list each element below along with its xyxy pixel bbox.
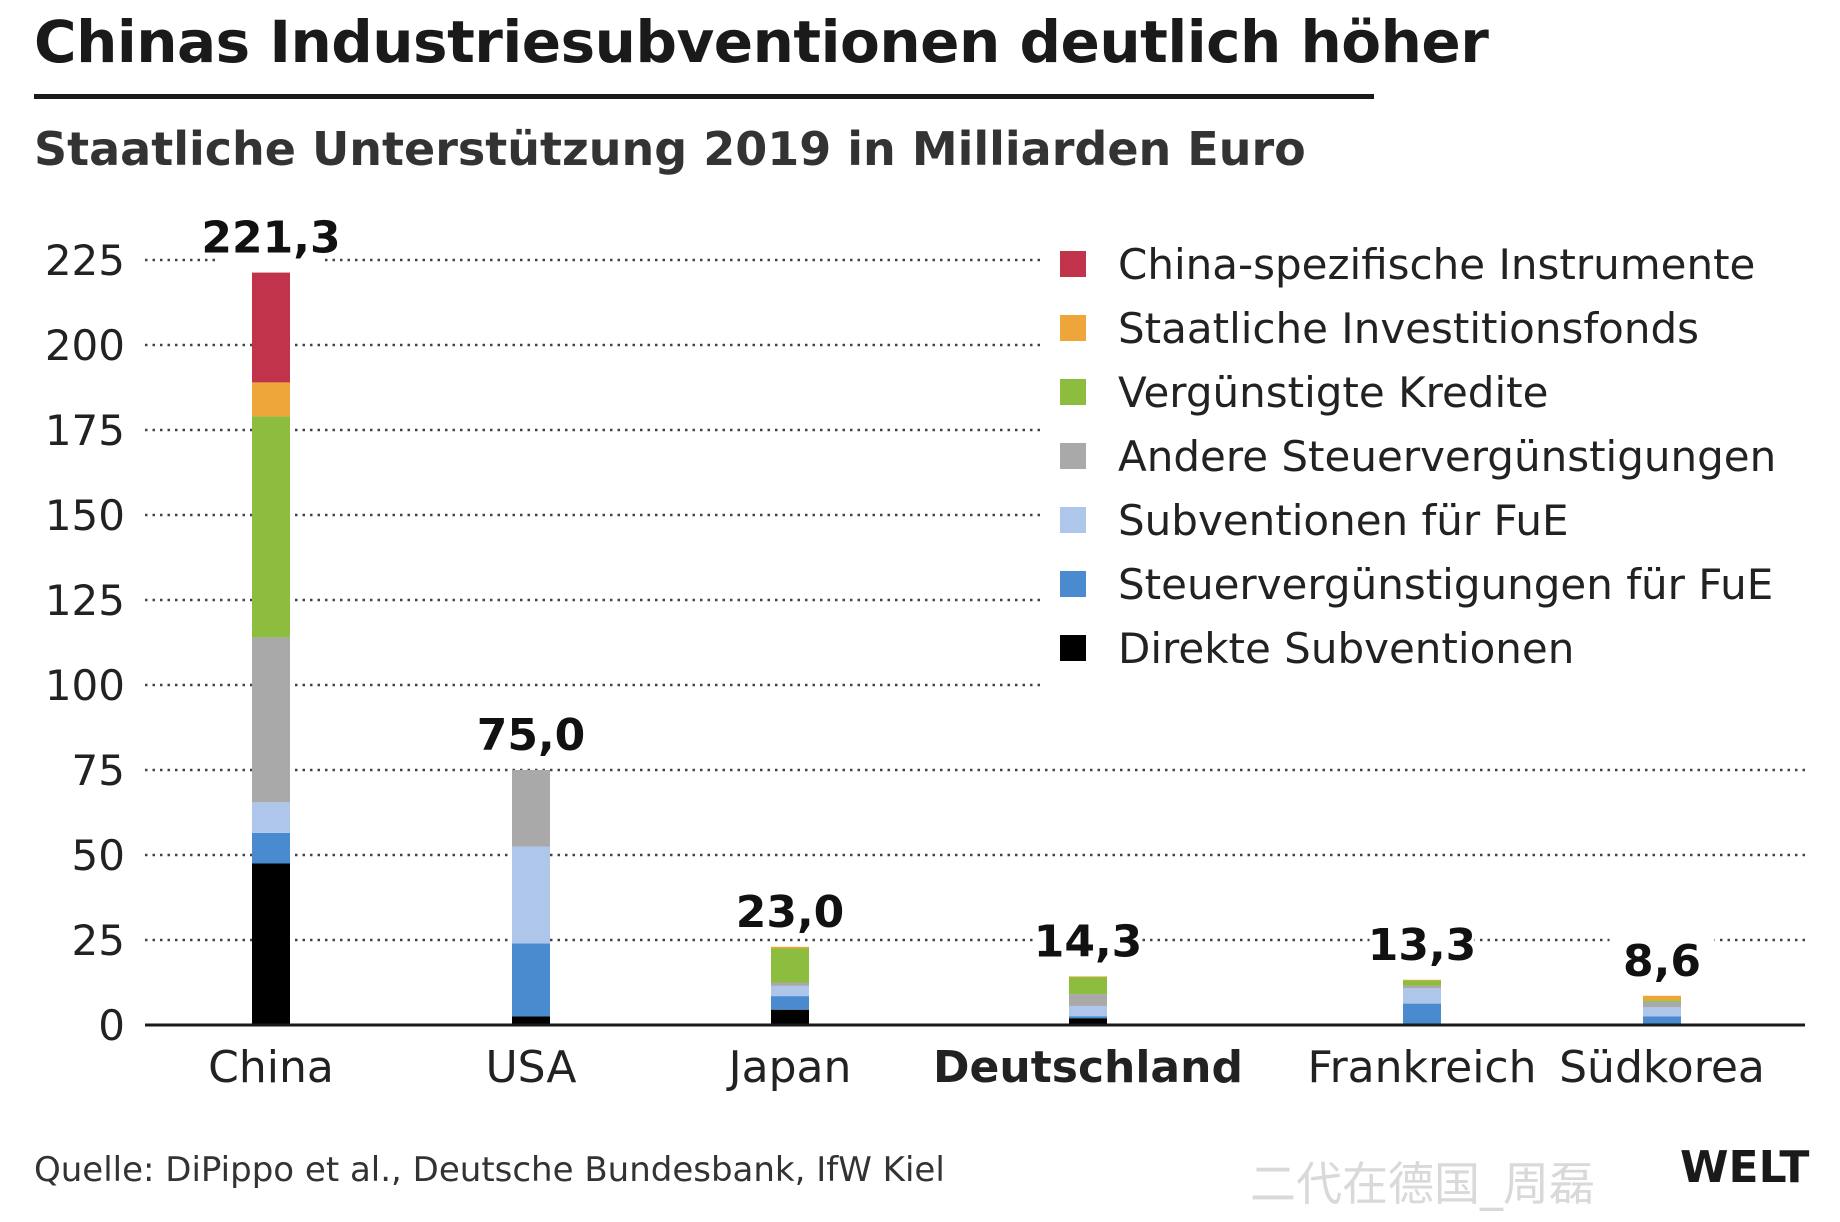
bar-segment [1643, 995, 1681, 1001]
total-label-bg [218, 210, 324, 263]
bar-segment [512, 1016, 550, 1025]
x-category-label: Deutschland [933, 1042, 1243, 1093]
x-category-label: Japan [726, 1042, 852, 1093]
y-axis-ticks: 0 25 50 75 100 125 150 175 200 225 [45, 236, 125, 1050]
y-tick-label: 25 [72, 916, 125, 965]
y-tick-label: 150 [45, 491, 125, 540]
bar-segment [252, 416, 290, 638]
total-labels: 221,3 75,0 23,0 14,3 13,3 8,6 [201, 210, 1715, 987]
x-category-label: USA [485, 1042, 576, 1093]
legend: China-spezifische Instrumente Staatliche … [1060, 232, 1776, 680]
bar-segment [1643, 1016, 1681, 1024]
bar-segment [252, 382, 290, 417]
bar-segment [1643, 1000, 1681, 1002]
bar-segment [1643, 1001, 1681, 1007]
legend-swatch [1060, 315, 1086, 341]
bar-segment [1069, 994, 1107, 1006]
bar-segment [771, 996, 809, 1010]
y-tick-label: 125 [45, 576, 125, 625]
total-label-bg [478, 708, 584, 760]
bar-segment [1069, 977, 1107, 995]
legend-item: Vergünstigte Kredite [1060, 360, 1776, 424]
bar-segment [252, 637, 290, 803]
legend-label: Andere Steuervergünstigungen [1118, 431, 1777, 481]
total-label: 221,3 [201, 213, 340, 264]
bar-segment [771, 985, 809, 997]
bar-segment [252, 863, 290, 1025]
y-tick-label: 0 [98, 1001, 125, 1050]
legend-swatch [1060, 379, 1086, 405]
legend-item: China-spezifische Instrumente [1060, 232, 1776, 296]
y-tick-label: 200 [45, 321, 125, 370]
legend-swatch [1060, 571, 1086, 597]
chart-subtitle: Staatliche Unterstützung 2019 in Milliar… [34, 122, 1306, 176]
bar-segment [252, 832, 290, 864]
bar-segment [1403, 988, 1441, 1004]
legend-swatch [1060, 251, 1086, 277]
source-note: Quelle: DiPippo et al., Deutsche Bundesb… [34, 1150, 945, 1190]
x-axis-labels: China USA Japan Deutschland Frankreich Südkor… [208, 1042, 1765, 1093]
bar-segment [771, 1009, 809, 1025]
total-label: 23,0 [736, 887, 845, 938]
legend-label: Subventionen für FuE [1118, 495, 1569, 545]
legend-item: Staatliche Investitionsfonds [1060, 296, 1776, 360]
bar-segment [1069, 976, 1107, 978]
bar-segment [1069, 1016, 1107, 1019]
total-label: 8,6 [1623, 936, 1701, 987]
y-tick-label: 75 [72, 746, 125, 795]
legend-label: Vergünstigte Kredite [1118, 367, 1549, 417]
chart-title: Chinas Industriesubventionen deutlich hö… [34, 8, 1489, 76]
total-label: 75,0 [477, 710, 586, 761]
legend-label: Direkte Subventionen [1118, 623, 1575, 673]
bar-segment [1403, 979, 1441, 981]
x-category-label: Südkorea [1559, 1042, 1765, 1093]
total-label-bg [737, 884, 843, 937]
bar-segment [1643, 1006, 1681, 1017]
legend-swatch [1060, 635, 1086, 661]
bar-segment [252, 272, 290, 383]
bar-segment [771, 948, 809, 983]
title-underline [34, 94, 1374, 99]
bar-segment [1403, 985, 1441, 989]
legend-item: Andere Steuervergünstigungen [1060, 424, 1776, 488]
bar-segment [771, 946, 809, 949]
legend-swatch [1060, 507, 1086, 533]
legend-label: Steuervergünstigungen für FuE [1118, 559, 1774, 609]
watermark: 二代在德国_周磊 [1250, 1157, 1595, 1211]
y-tick-label: 175 [45, 406, 125, 455]
total-label-bg [1035, 914, 1141, 967]
bar-segment [252, 802, 290, 833]
bar-segment [1403, 1003, 1441, 1024]
bar-segment [512, 943, 550, 1017]
bar-segment [512, 770, 550, 847]
total-label: 13,3 [1368, 920, 1477, 971]
total-label-bg [1609, 933, 1715, 986]
bars [252, 272, 1681, 1025]
legend-item: Steuervergünstigungen für FuE [1060, 552, 1776, 616]
welt-logo: WELT [1680, 1142, 1810, 1193]
y-tick-label: 225 [45, 236, 125, 285]
legend-label: Staatliche Investitionsfonds [1118, 303, 1700, 353]
legend-label: China-spezifische Instrumente [1118, 239, 1756, 289]
y-tick-label: 50 [72, 831, 125, 880]
y-tick-label: 100 [45, 661, 125, 710]
bar-segment [1069, 1005, 1107, 1017]
legend-swatch [1060, 443, 1086, 469]
x-category-label: China [208, 1042, 334, 1093]
x-category-label: Frankreich [1307, 1042, 1536, 1093]
bar-segment [512, 846, 550, 944]
bar-segment [1403, 980, 1441, 986]
total-label: 14,3 [1034, 916, 1143, 967]
legend-item: Direkte Subventionen [1060, 616, 1776, 680]
legend-item: Subventionen für FuE [1060, 488, 1776, 552]
bar-segment [1069, 1018, 1107, 1025]
bar-segment [771, 982, 809, 986]
total-label-bg [1369, 917, 1475, 970]
